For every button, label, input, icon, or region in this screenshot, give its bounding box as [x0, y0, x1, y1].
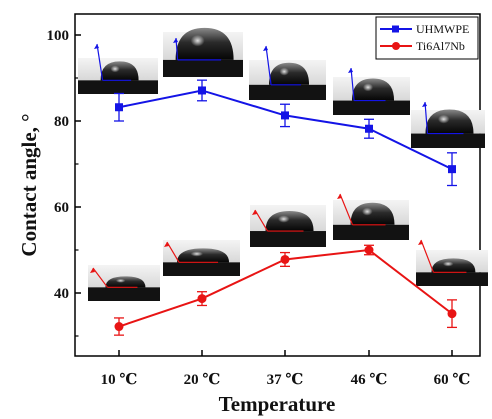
x-tick-label: 20 ℃	[184, 372, 221, 388]
data-point-square	[365, 124, 373, 133]
water-droplet-photo	[163, 240, 240, 276]
data-point-circle	[280, 254, 290, 264]
y-tick-label: 60	[54, 200, 69, 216]
legend: UHMWPE Ti6Al7Nb	[375, 16, 479, 60]
water-droplet-photo	[88, 265, 160, 301]
water-droplet-photo	[411, 101, 485, 148]
y-axis: 40 60 80 100	[47, 28, 81, 337]
legend-marker-circle	[392, 42, 400, 50]
x-axis: 10 ℃ 20 ℃ 37 ℃ 46 ℃ 60 ℃	[101, 350, 471, 388]
water-droplet-photo	[333, 67, 410, 115]
legend-label: UHMWPE	[416, 22, 469, 36]
legend-items: UHMWPE Ti6Al7Nb	[380, 22, 469, 53]
water-droplet-photo	[333, 193, 409, 240]
data-point-square	[115, 103, 123, 112]
x-tick-label: 10 ℃	[101, 372, 138, 388]
droplet-images	[78, 27, 488, 301]
series-layer	[114, 79, 457, 336]
data-point-circle	[197, 294, 207, 304]
data-point-square	[281, 111, 289, 120]
x-tick-label: 37 ℃	[267, 372, 304, 388]
data-point-circle	[364, 245, 374, 255]
legend-marker-square	[392, 25, 399, 33]
data-point-square	[448, 165, 456, 174]
y-axis-title: Contact angle, °	[17, 113, 41, 256]
y-tick-label: 80	[54, 114, 69, 130]
data-point-circle	[447, 309, 457, 319]
water-droplet-photo	[249, 45, 326, 100]
y-tick-label: 100	[47, 28, 70, 44]
x-tick-label: 60 ℃	[434, 372, 471, 388]
x-tick-label: 46 ℃	[351, 372, 388, 388]
y-tick-label: 40	[54, 286, 69, 302]
water-droplet-photo	[250, 205, 326, 247]
water-droplet-photo	[78, 43, 158, 94]
data-point-circle	[114, 322, 124, 332]
x-axis-title: Temperature	[219, 392, 336, 416]
legend-box	[375, 16, 479, 60]
plot-area-frame	[74, 13, 481, 357]
legend-label: Ti6Al7Nb	[416, 39, 465, 53]
water-droplet-photo	[416, 239, 488, 286]
water-droplet-photo	[163, 27, 243, 77]
data-point-square	[198, 86, 206, 95]
